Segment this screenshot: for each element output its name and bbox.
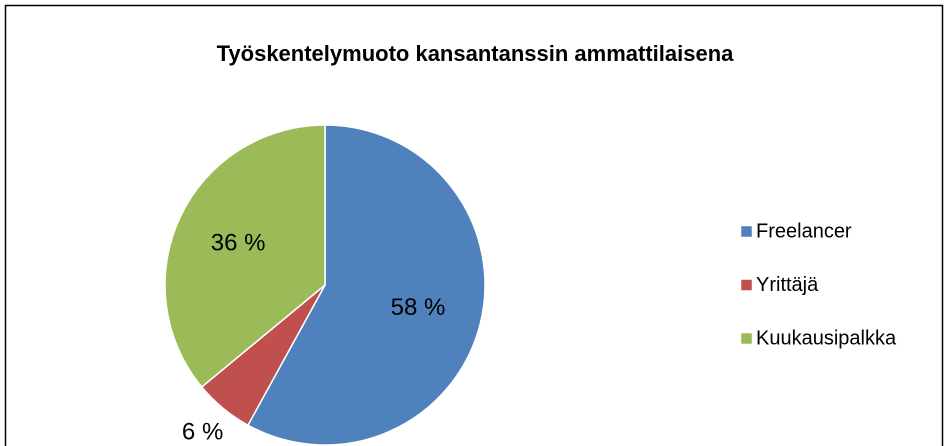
data-label: 6 % (182, 418, 223, 445)
data-label: 58 % (391, 294, 446, 321)
chart-title: Työskentelymuoto kansantanssin ammattila… (217, 41, 735, 66)
pie-slice (246, 124, 486, 446)
legend-label: Freelancer (756, 220, 852, 242)
legend-swatch (740, 279, 753, 291)
pie-slice (164, 124, 326, 389)
legend-swatch (740, 225, 753, 238)
legend-swatch (740, 332, 753, 345)
legend-label: Yrittäjä (756, 274, 819, 296)
data-label: 36 % (211, 229, 266, 256)
legend-label: Kuukausipalkka (756, 327, 897, 349)
